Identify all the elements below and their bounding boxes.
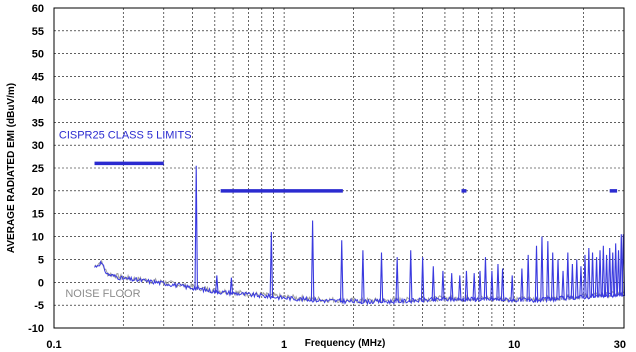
limit-annotation: CISPR25 CLASS 5 LIMITS bbox=[59, 129, 192, 141]
noise-floor-annotation: NOISE FLOOR bbox=[65, 288, 140, 300]
emission-peak bbox=[590, 252, 595, 298]
emission-peak bbox=[520, 268, 524, 302]
emission-peak bbox=[420, 257, 425, 302]
emission-peak bbox=[604, 254, 609, 297]
emission-peak bbox=[229, 277, 234, 295]
emission-peak bbox=[546, 241, 550, 301]
x-tick-label: 1 bbox=[281, 339, 287, 351]
emission-layer bbox=[94, 165, 626, 306]
emission-peak bbox=[472, 273, 476, 301]
emission-peak bbox=[194, 165, 198, 290]
emission-peak bbox=[561, 270, 565, 300]
y-tick-label: 5 bbox=[38, 254, 44, 266]
emission-peak bbox=[566, 252, 570, 300]
emission-peak bbox=[496, 263, 500, 301]
x-axis-title: Frequency (MHz) bbox=[305, 338, 386, 349]
emission-peak bbox=[601, 245, 606, 298]
emission-peak bbox=[550, 252, 555, 301]
y-tick-label: 25 bbox=[32, 163, 44, 175]
emission-peak bbox=[478, 270, 482, 301]
emission-peak bbox=[616, 250, 621, 297]
y-tick-label: -5 bbox=[34, 300, 44, 312]
emission-peak bbox=[464, 270, 469, 301]
emission-peak bbox=[610, 252, 615, 297]
y-tick-label: 35 bbox=[32, 117, 44, 129]
emission-peak bbox=[310, 220, 315, 302]
emission-peak bbox=[490, 270, 494, 301]
emission-peak bbox=[449, 273, 454, 301]
limit-layer bbox=[94, 161, 618, 193]
y-axis-title: AVERAGE RADIATED EMI (dBuV/m) bbox=[6, 83, 17, 253]
emission-peak bbox=[441, 270, 445, 301]
emission-peak bbox=[570, 263, 575, 300]
emission-peak bbox=[579, 266, 583, 299]
emission-peak bbox=[431, 266, 436, 302]
emission-peak bbox=[587, 247, 591, 298]
emission-peak bbox=[613, 243, 618, 297]
y-tick-label: 0 bbox=[38, 277, 44, 289]
emission-peak bbox=[379, 252, 384, 303]
emission-peak bbox=[483, 257, 488, 301]
y-tick-label: 15 bbox=[32, 209, 44, 221]
emission-peak bbox=[395, 257, 399, 303]
emission-peak bbox=[269, 231, 274, 299]
x-tick-labels: 0.1 1 10 30 bbox=[46, 339, 626, 351]
x-tick-label: 30 bbox=[614, 339, 626, 351]
y-tick-label: 55 bbox=[32, 26, 44, 38]
y-tick-label: 30 bbox=[32, 140, 44, 152]
emission-peak bbox=[575, 259, 579, 299]
emission-peak bbox=[339, 240, 344, 303]
plot-frame bbox=[53, 7, 625, 329]
emission-peak bbox=[583, 254, 587, 299]
emission-peak bbox=[598, 250, 602, 298]
emission-peak bbox=[540, 236, 544, 302]
y-tick-label: -10 bbox=[28, 323, 44, 335]
y-tick-label: 50 bbox=[32, 49, 44, 61]
emission-peak bbox=[361, 250, 365, 303]
emission-peak bbox=[215, 275, 219, 294]
x-tick-label: 10 bbox=[508, 339, 520, 351]
emission-peak bbox=[526, 254, 530, 302]
emission-peak bbox=[408, 250, 413, 303]
emission-peak bbox=[510, 275, 514, 302]
emission-peak bbox=[607, 247, 612, 297]
y-tick-label: 40 bbox=[32, 94, 44, 106]
emission-peak bbox=[458, 275, 462, 301]
emission-peak bbox=[500, 268, 505, 301]
x-tick-label: 0.1 bbox=[46, 339, 61, 351]
emission-peak bbox=[556, 259, 560, 301]
y-tick-labels: -10 -5 0 5 10 15 20 25 30 35 40 45 50 55 60 bbox=[28, 3, 44, 335]
y-tick-label: 20 bbox=[32, 186, 44, 198]
y-tick-label: 45 bbox=[32, 72, 44, 84]
emission-peak bbox=[594, 257, 599, 298]
y-tick-label: 10 bbox=[32, 232, 44, 244]
emission-peak bbox=[534, 245, 539, 302]
y-tick-label: 60 bbox=[32, 3, 44, 15]
